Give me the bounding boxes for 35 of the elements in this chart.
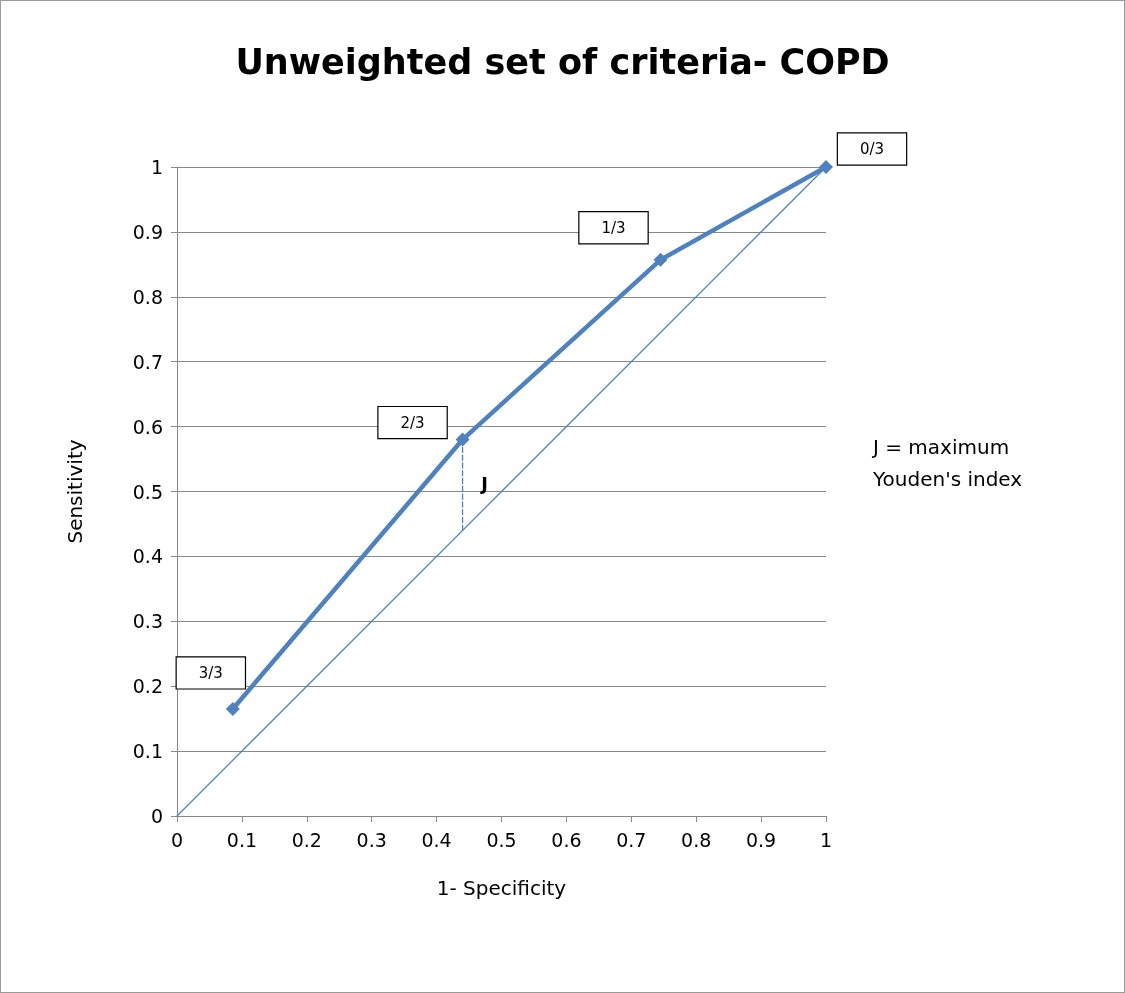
x-tick-label: 0.5 (486, 828, 517, 851)
x-tick-label: 0.3 (356, 828, 387, 851)
y-tick-label: 1 (150, 156, 163, 178)
x-tick-label: 1 (819, 828, 833, 851)
x-tick-label: 0.4 (421, 828, 452, 851)
chart-title: Unweighted set of criteria- COPD (235, 41, 890, 82)
annotation: 3/3 (198, 663, 223, 682)
x-tick-label: 0.6 (551, 828, 582, 851)
y-tick-label: 0.9 (132, 220, 163, 243)
point (653, 252, 668, 267)
text: J = maximum Youden's index (871, 435, 1023, 491)
x-tick-label: 0.7 (616, 828, 647, 851)
point (455, 432, 470, 447)
y-tick-label: 0.7 (132, 350, 163, 373)
y-tick-label: 0 (150, 805, 163, 827)
point (819, 160, 833, 174)
annotation: 1/3 (601, 218, 626, 237)
y-tick-label: 0.4 (132, 545, 163, 568)
x-tick-label: 0.2 (291, 828, 322, 851)
x-tick-label: 0.9 (745, 828, 777, 851)
annotation: 2/3 (400, 413, 425, 432)
x-tick-label: 0 (170, 828, 184, 851)
y-tick-label: 0.3 (132, 610, 163, 633)
annotation: J (479, 472, 488, 494)
y-tick-label: 0.1 (132, 740, 163, 763)
x-tick-label: 0.1 (226, 828, 258, 851)
y-tick-label: 0.6 (132, 415, 163, 438)
y-tick-label: 0.5 (132, 480, 163, 503)
x-tick-label: 0.8 (681, 828, 712, 851)
annotation: 0/3 (859, 140, 885, 158)
point (225, 701, 240, 716)
y-axis-title: Sensitivity (63, 439, 87, 544)
y-tick-label: 0.8 (132, 285, 163, 308)
x-axis-title: 1- Specificity (436, 876, 567, 900)
y-tick-label: 0.2 (132, 675, 163, 698)
